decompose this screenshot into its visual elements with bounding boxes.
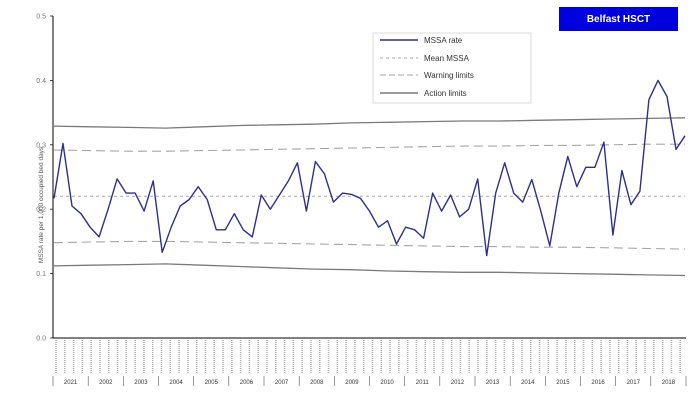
mssa-rate-series (53, 79, 686, 257)
year-label: 2012 (451, 380, 465, 386)
year-label: 2018 (662, 380, 676, 386)
control-limits (53, 117, 686, 277)
year-label: 2016 (591, 380, 605, 386)
axes: 0.0 0.1 0.2 0.3 0.4 0.5 (36, 14, 686, 343)
lower-action-limit (53, 263, 686, 277)
year-label: 2011 (416, 380, 430, 386)
year-label: 2009 (345, 380, 359, 386)
year-label: 2017 (627, 380, 641, 386)
year-label: 2021 (64, 380, 78, 386)
upper-warning-limit (53, 143, 685, 152)
year-label: 2005 (205, 380, 219, 386)
year-label: 2003 (134, 380, 148, 386)
year-label: 2006 (240, 380, 254, 386)
upper-action-limit (53, 117, 686, 129)
legend: MSSA rate Mean MSSA Warning limits Action l… (372, 32, 532, 104)
y-axis-label: MSSA rate per 1,000 occupied bed days (38, 146, 45, 263)
y-tick-label: 0.4 (36, 78, 46, 85)
y-tick-label: 0.2 (36, 207, 46, 214)
year-label: 2015 (556, 380, 570, 386)
year-label: 2013 (486, 380, 500, 386)
year-label: 2014 (521, 380, 535, 386)
mssa-rate-line (53, 79, 686, 257)
lower-warning-limit (53, 240, 686, 250)
y-tick-label: 0.3 (36, 142, 46, 149)
year-label: 2004 (169, 380, 183, 386)
legend-label: Action limits (424, 89, 467, 98)
year-label: 2008 (310, 380, 324, 386)
year-label: 2007 (275, 380, 289, 386)
year-label: 2002 (99, 380, 113, 386)
year-label: 2010 (380, 380, 394, 386)
y-tick-label: 0.5 (36, 14, 46, 21)
legend-label: Mean MSSA (424, 54, 470, 63)
legend-label: Warning limits (424, 71, 474, 80)
x-axis-labels: 2021 2002 2003 2004 2005 2006 2007 2008 2009 2010… (52, 340, 687, 386)
legend-box (372, 32, 532, 104)
y-tick-label: 0.1 (36, 271, 46, 278)
y-tick-label: 0.0 (36, 336, 46, 343)
legend-label: MSSA rate (424, 36, 463, 45)
region-badge: Belfast HSCT (559, 7, 678, 31)
